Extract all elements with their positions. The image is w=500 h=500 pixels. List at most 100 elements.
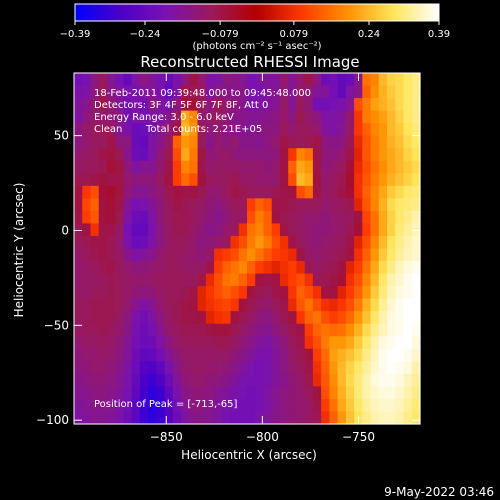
heatmap-cell <box>123 411 133 425</box>
heatmap-cell <box>279 235 289 250</box>
heatmap-cell <box>304 185 314 199</box>
heatmap-cell <box>271 73 281 87</box>
heatmap-cell <box>312 198 322 212</box>
heatmap-cell <box>156 261 166 275</box>
heatmap-cell <box>131 386 141 400</box>
heatmap-cell <box>370 73 380 87</box>
heatmap-cell <box>279 298 289 312</box>
heatmap-cell <box>329 336 339 350</box>
heatmap-cell <box>197 148 207 162</box>
heatmap-cell <box>230 185 240 199</box>
heatmap-cell <box>403 311 413 325</box>
heatmap-cell <box>345 348 355 362</box>
heatmap-cell <box>115 73 125 87</box>
heatmap-cell <box>370 273 380 287</box>
heatmap-cell <box>411 235 421 250</box>
heatmap-cell <box>255 398 265 413</box>
heatmap-cell <box>164 311 174 325</box>
heatmap-cell <box>181 248 190 262</box>
heatmap-cell <box>304 361 314 375</box>
heatmap-cell <box>403 85 413 99</box>
heatmap-cell <box>263 73 273 87</box>
heatmap-cell <box>181 336 190 350</box>
heatmap-cell <box>115 185 125 199</box>
heatmap-cell <box>123 198 133 212</box>
heatmap-cell <box>387 298 396 312</box>
heatmap-cell <box>354 386 363 400</box>
heatmap-cell <box>90 336 100 350</box>
heatmap-cell <box>214 173 223 187</box>
heatmap-cell <box>271 198 281 212</box>
heatmap-cell <box>271 298 281 312</box>
heatmap-cell <box>197 223 207 237</box>
heatmap-cell <box>411 98 421 112</box>
heatmap-cell <box>378 261 388 275</box>
heatmap-cell <box>222 323 232 337</box>
heatmap-cell <box>74 323 83 337</box>
heatmap-cell <box>296 135 306 149</box>
heatmap-cell <box>263 123 273 137</box>
heatmap-cell <box>387 73 396 87</box>
heatmap-cell <box>90 311 100 325</box>
heatmap-cell <box>345 398 355 413</box>
heatmap-cell <box>403 73 413 87</box>
heatmap-cell <box>247 298 256 312</box>
heatmap-cell <box>189 261 199 275</box>
heatmap-cell <box>205 210 215 225</box>
heatmap-cell <box>197 235 207 250</box>
heatmap-cell <box>106 173 116 187</box>
heatmap-cell <box>156 411 166 425</box>
heatmap-cell <box>378 123 388 137</box>
heatmap-cell <box>321 173 330 187</box>
heatmap-cell <box>403 123 413 137</box>
heatmap-cell <box>172 173 182 187</box>
heatmap-cell <box>312 248 322 262</box>
heatmap-cell <box>370 210 380 225</box>
heatmap-cell <box>98 148 108 162</box>
heatmap-cell <box>312 336 322 350</box>
heatmap-cell <box>395 411 405 425</box>
heatmap-cell <box>189 198 199 212</box>
heatmap-cell <box>403 148 413 162</box>
heatmap-cell <box>354 160 363 174</box>
y-axis-ticks <box>74 135 420 421</box>
heatmap-cell <box>370 286 380 300</box>
heatmap-cell <box>337 123 347 137</box>
heatmap-cell <box>189 73 199 87</box>
heatmap-cell <box>205 85 215 99</box>
heatmap-cell <box>321 261 330 275</box>
heatmap-cell <box>279 210 289 225</box>
heatmap-cell <box>164 261 174 275</box>
heatmap-cell <box>321 185 330 199</box>
heatmap-cell <box>345 198 355 212</box>
colorbar-tick-label: −0.39 <box>60 29 91 40</box>
heatmap-cell <box>148 223 157 237</box>
heatmap-cell <box>230 336 240 350</box>
heatmap-cell <box>222 173 232 187</box>
heatmap-cell <box>139 411 149 425</box>
heatmap-cell <box>230 210 240 225</box>
heatmap-cell <box>98 361 108 375</box>
heatmap-cell <box>387 160 396 174</box>
heatmap-cell <box>90 348 100 362</box>
heatmap-cell <box>263 298 273 312</box>
x-tick-label: −750 <box>342 430 375 444</box>
heatmap-cell <box>247 411 256 425</box>
heatmap-cell <box>115 261 125 275</box>
heatmap-cell <box>395 85 405 99</box>
heatmap-cell <box>304 348 314 362</box>
heatmap-cell <box>354 348 363 362</box>
heatmap-cell <box>131 185 141 199</box>
heatmap-cell <box>370 323 380 337</box>
heatmap-cell <box>164 398 174 413</box>
heatmap-cell <box>321 223 330 237</box>
heatmap-cell <box>106 210 116 225</box>
heatmap-cell <box>263 148 273 162</box>
heatmap-cell <box>296 73 306 87</box>
heatmap-cell <box>131 348 141 362</box>
heatmap-cell <box>98 98 108 112</box>
heatmap-cell <box>362 248 372 262</box>
heatmap-cell <box>387 123 396 137</box>
heatmap-cell <box>172 336 182 350</box>
heatmap-cell <box>172 110 182 124</box>
